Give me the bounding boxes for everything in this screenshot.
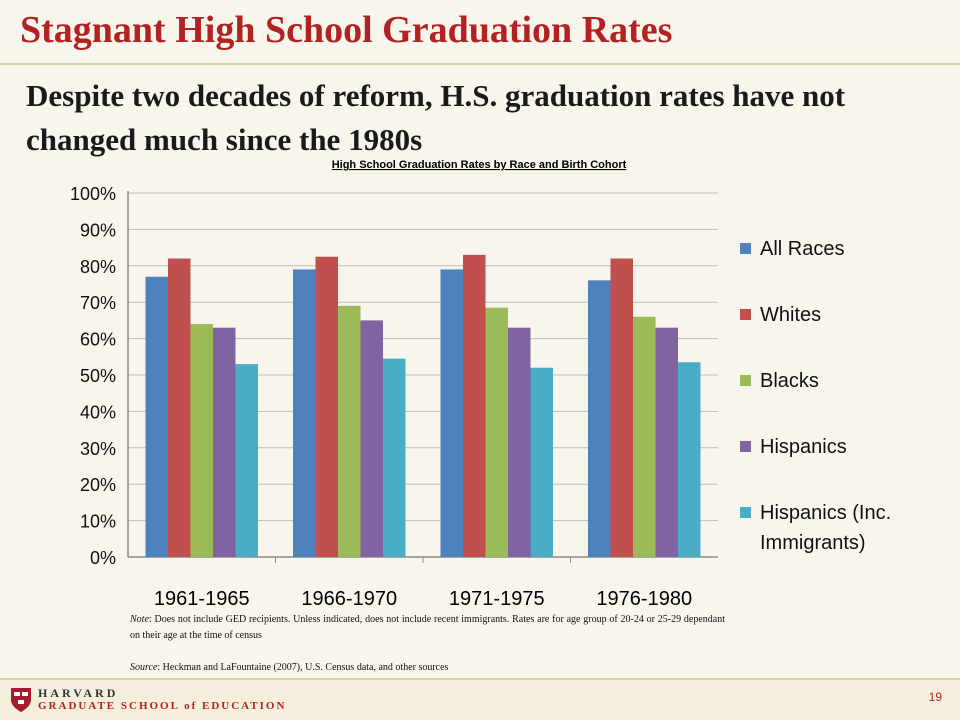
note-paragraph: Note: Does not include GED recipients. U… — [130, 612, 725, 644]
y-tick-label: 0% — [90, 548, 116, 568]
page-number: 19 — [928, 690, 942, 704]
bar — [383, 358, 406, 557]
source-label: Source — [130, 662, 158, 673]
footer: HARVARD GRADUATE SCHOOL of EDUCATION 19 — [0, 680, 960, 720]
bar — [360, 320, 383, 557]
source-paragraph: Source: Heckman and LaFountaine (2007), … — [130, 660, 725, 676]
bar — [338, 305, 361, 557]
y-tick-label: 70% — [80, 293, 116, 313]
bar — [190, 324, 213, 557]
x-tick-label: 1976-1980 — [596, 588, 692, 610]
bar — [463, 254, 486, 557]
bar-chart: High School Graduation Rates by Race and… — [70, 159, 891, 610]
bar — [168, 258, 191, 557]
x-tick-label: 1966-1970 — [301, 588, 397, 610]
y-tick-label: 20% — [80, 475, 116, 495]
legend-label: Whites — [760, 304, 821, 326]
chart-title: High School Graduation Rates by Race and… — [332, 159, 627, 171]
legend-label: Hispanics — [760, 436, 847, 458]
bar — [530, 367, 553, 557]
bar — [678, 362, 701, 557]
bar — [293, 269, 316, 557]
bar — [213, 327, 236, 557]
slide-title: Stagnant High School Graduation Rates — [20, 9, 673, 51]
bar — [633, 316, 656, 557]
chart-area: High School Graduation Rates by Race and… — [0, 150, 960, 610]
bar — [588, 280, 611, 557]
legend-label: All Races — [760, 238, 844, 260]
bar — [145, 276, 168, 557]
legend-label: Blacks — [760, 370, 819, 392]
bar — [315, 256, 338, 557]
x-tick-label: 1961-1965 — [154, 588, 250, 610]
slide-subtitle: Despite two decades of reform, H.S. grad… — [26, 78, 846, 157]
logo-harvard: HARVARD — [38, 686, 119, 700]
title-divider — [0, 63, 960, 65]
y-tick-label: 90% — [80, 220, 116, 240]
legend-swatch — [740, 375, 751, 386]
bar — [485, 307, 508, 557]
legend-label: Immigrants) — [760, 532, 866, 554]
bar — [235, 364, 258, 557]
bar — [440, 269, 463, 557]
bar — [655, 327, 678, 557]
legend-swatch — [740, 243, 751, 254]
y-tick-label: 30% — [80, 439, 116, 459]
x-tick-label: 1971-1975 — [449, 588, 545, 610]
note-label: Note — [130, 614, 149, 625]
y-tick-label: 10% — [80, 512, 116, 532]
chart-notes: Note: Does not include GED recipients. U… — [130, 612, 725, 692]
footer-divider — [0, 678, 960, 680]
y-tick-label: 50% — [80, 366, 116, 386]
y-tick-label: 80% — [80, 257, 116, 277]
legend-swatch — [740, 507, 751, 518]
note-text: : Does not include GED recipients. Unles… — [130, 614, 725, 641]
legend-swatch — [740, 441, 751, 452]
bar — [508, 327, 531, 557]
y-tick-label: 100% — [70, 184, 116, 204]
logo-school-name: GRADUATE SCHOOL of EDUCATION — [38, 700, 287, 712]
harvard-shield-icon — [11, 688, 31, 712]
legend-swatch — [740, 309, 751, 320]
legend-label: Hispanics (Inc. — [760, 502, 891, 524]
y-tick-label: 40% — [80, 402, 116, 422]
source-text: : Heckman and LaFountaine (2007), U.S. C… — [157, 662, 449, 673]
y-tick-label: 60% — [80, 330, 116, 350]
bar — [610, 258, 633, 557]
